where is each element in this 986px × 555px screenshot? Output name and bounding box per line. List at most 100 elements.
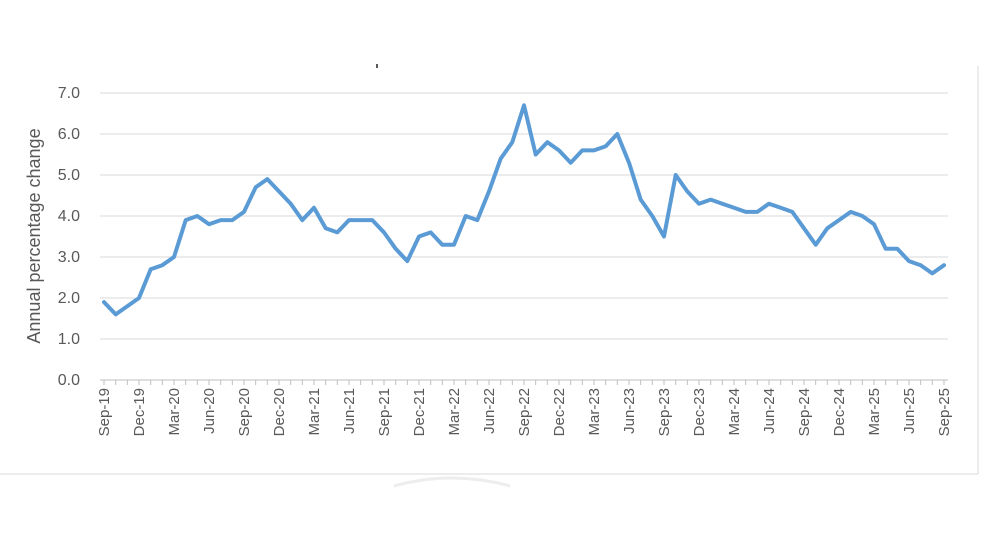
data-point xyxy=(114,312,118,316)
data-point xyxy=(149,267,153,271)
data-point xyxy=(429,230,433,234)
x-tick-label: Dec-24 xyxy=(831,388,848,436)
data-point xyxy=(592,148,596,152)
chart-frame-decor xyxy=(0,64,979,475)
data-point xyxy=(615,132,619,136)
y-tick-label: 6.0 xyxy=(58,126,80,143)
x-tick-label: Dec-22 xyxy=(551,388,568,436)
data-point xyxy=(674,173,678,177)
x-axis-ticks: Sep-19 Dec-19 Mar-20 Jun-20 Sep-20 Dec-20 Mar-… xyxy=(96,380,953,436)
data-point xyxy=(790,210,794,214)
x-tick-label: Mar-20 xyxy=(166,388,183,436)
data-point xyxy=(767,202,771,206)
data-point xyxy=(744,210,748,214)
x-tick-label: Mar-24 xyxy=(726,388,743,436)
data-point xyxy=(814,243,818,247)
series-layer xyxy=(102,103,946,317)
data-point xyxy=(860,214,864,218)
x-tick-label: Sep-22 xyxy=(516,388,533,436)
data-point xyxy=(709,198,713,202)
series-line xyxy=(102,103,946,317)
data-point xyxy=(639,198,643,202)
data-point xyxy=(837,218,841,222)
data-point xyxy=(650,214,654,218)
data-point xyxy=(382,230,386,234)
x-tick-label: Sep-20 xyxy=(236,388,253,436)
data-point xyxy=(370,218,374,222)
data-point xyxy=(662,235,666,239)
data-point xyxy=(417,235,421,239)
data-point xyxy=(569,161,573,165)
y-tick-label: 1.0 xyxy=(58,331,80,348)
data-point xyxy=(230,218,234,222)
data-point xyxy=(475,218,479,222)
data-point xyxy=(324,226,328,230)
data-point xyxy=(487,189,491,193)
y-tick-label: 5.0 xyxy=(58,167,80,184)
data-point xyxy=(207,222,211,226)
data-point xyxy=(849,210,853,214)
x-tick-label: Jun-25 xyxy=(901,388,918,434)
stray-mark xyxy=(376,64,378,68)
data-point xyxy=(359,218,363,222)
data-point xyxy=(464,214,468,218)
data-point xyxy=(895,247,899,251)
data-point xyxy=(254,185,258,189)
x-tick-label: Mar-22 xyxy=(446,388,463,436)
data-point xyxy=(172,255,176,259)
data-point xyxy=(440,243,444,247)
x-tick-label: Sep-23 xyxy=(656,388,673,436)
data-point xyxy=(510,140,514,144)
x-tick-label: Jun-24 xyxy=(761,388,778,434)
x-tick-label: Mar-21 xyxy=(306,388,323,436)
x-tick-label: Mar-23 xyxy=(586,388,603,436)
x-tick-label: Jun-23 xyxy=(621,388,638,434)
data-point xyxy=(732,206,736,210)
data-point xyxy=(930,271,934,275)
x-tick-label: Mar-25 xyxy=(866,388,883,436)
data-point xyxy=(522,103,526,107)
data-point xyxy=(884,247,888,251)
data-point xyxy=(405,259,409,263)
data-point xyxy=(265,177,269,181)
x-tick-label: Dec-20 xyxy=(271,388,288,436)
data-point xyxy=(779,206,783,210)
data-point xyxy=(802,226,806,230)
data-point xyxy=(942,263,946,267)
data-point xyxy=(219,218,223,222)
y-tick-label: 2.0 xyxy=(58,290,80,307)
x-tick-label: Jun-20 xyxy=(201,388,218,434)
data-point xyxy=(907,259,911,263)
data-point xyxy=(499,157,503,161)
data-point xyxy=(160,263,164,267)
data-point xyxy=(557,148,561,152)
data-point xyxy=(697,202,701,206)
data-point xyxy=(452,243,456,247)
y-tick-label: 0.0 xyxy=(58,372,80,389)
data-point xyxy=(755,210,759,214)
x-tick-label: Dec-21 xyxy=(411,388,428,436)
data-point xyxy=(300,218,304,222)
data-point xyxy=(720,202,724,206)
data-point xyxy=(335,230,339,234)
data-point xyxy=(102,300,106,304)
y-tick-label: 4.0 xyxy=(58,208,80,225)
data-point xyxy=(137,296,141,300)
x-tick-label: Jun-22 xyxy=(481,388,498,434)
data-point xyxy=(545,140,549,144)
data-point xyxy=(195,214,199,218)
x-tick-label: Dec-19 xyxy=(131,388,148,436)
data-point xyxy=(125,304,129,308)
y-axis-ticks: 0.0 1.0 2.0 3.0 4.0 5.0 6.0 7.0 xyxy=(58,85,80,389)
y-tick-label: 7.0 xyxy=(58,85,80,102)
data-point xyxy=(825,226,829,230)
x-tick-label: Sep-25 xyxy=(936,388,953,436)
data-point xyxy=(580,148,584,152)
x-tick-label: Sep-24 xyxy=(796,388,813,436)
data-point xyxy=(872,222,876,226)
x-tick-label: Sep-19 xyxy=(96,388,113,436)
watermark-mark xyxy=(393,476,511,488)
data-point xyxy=(685,189,689,193)
data-point xyxy=(394,247,398,251)
